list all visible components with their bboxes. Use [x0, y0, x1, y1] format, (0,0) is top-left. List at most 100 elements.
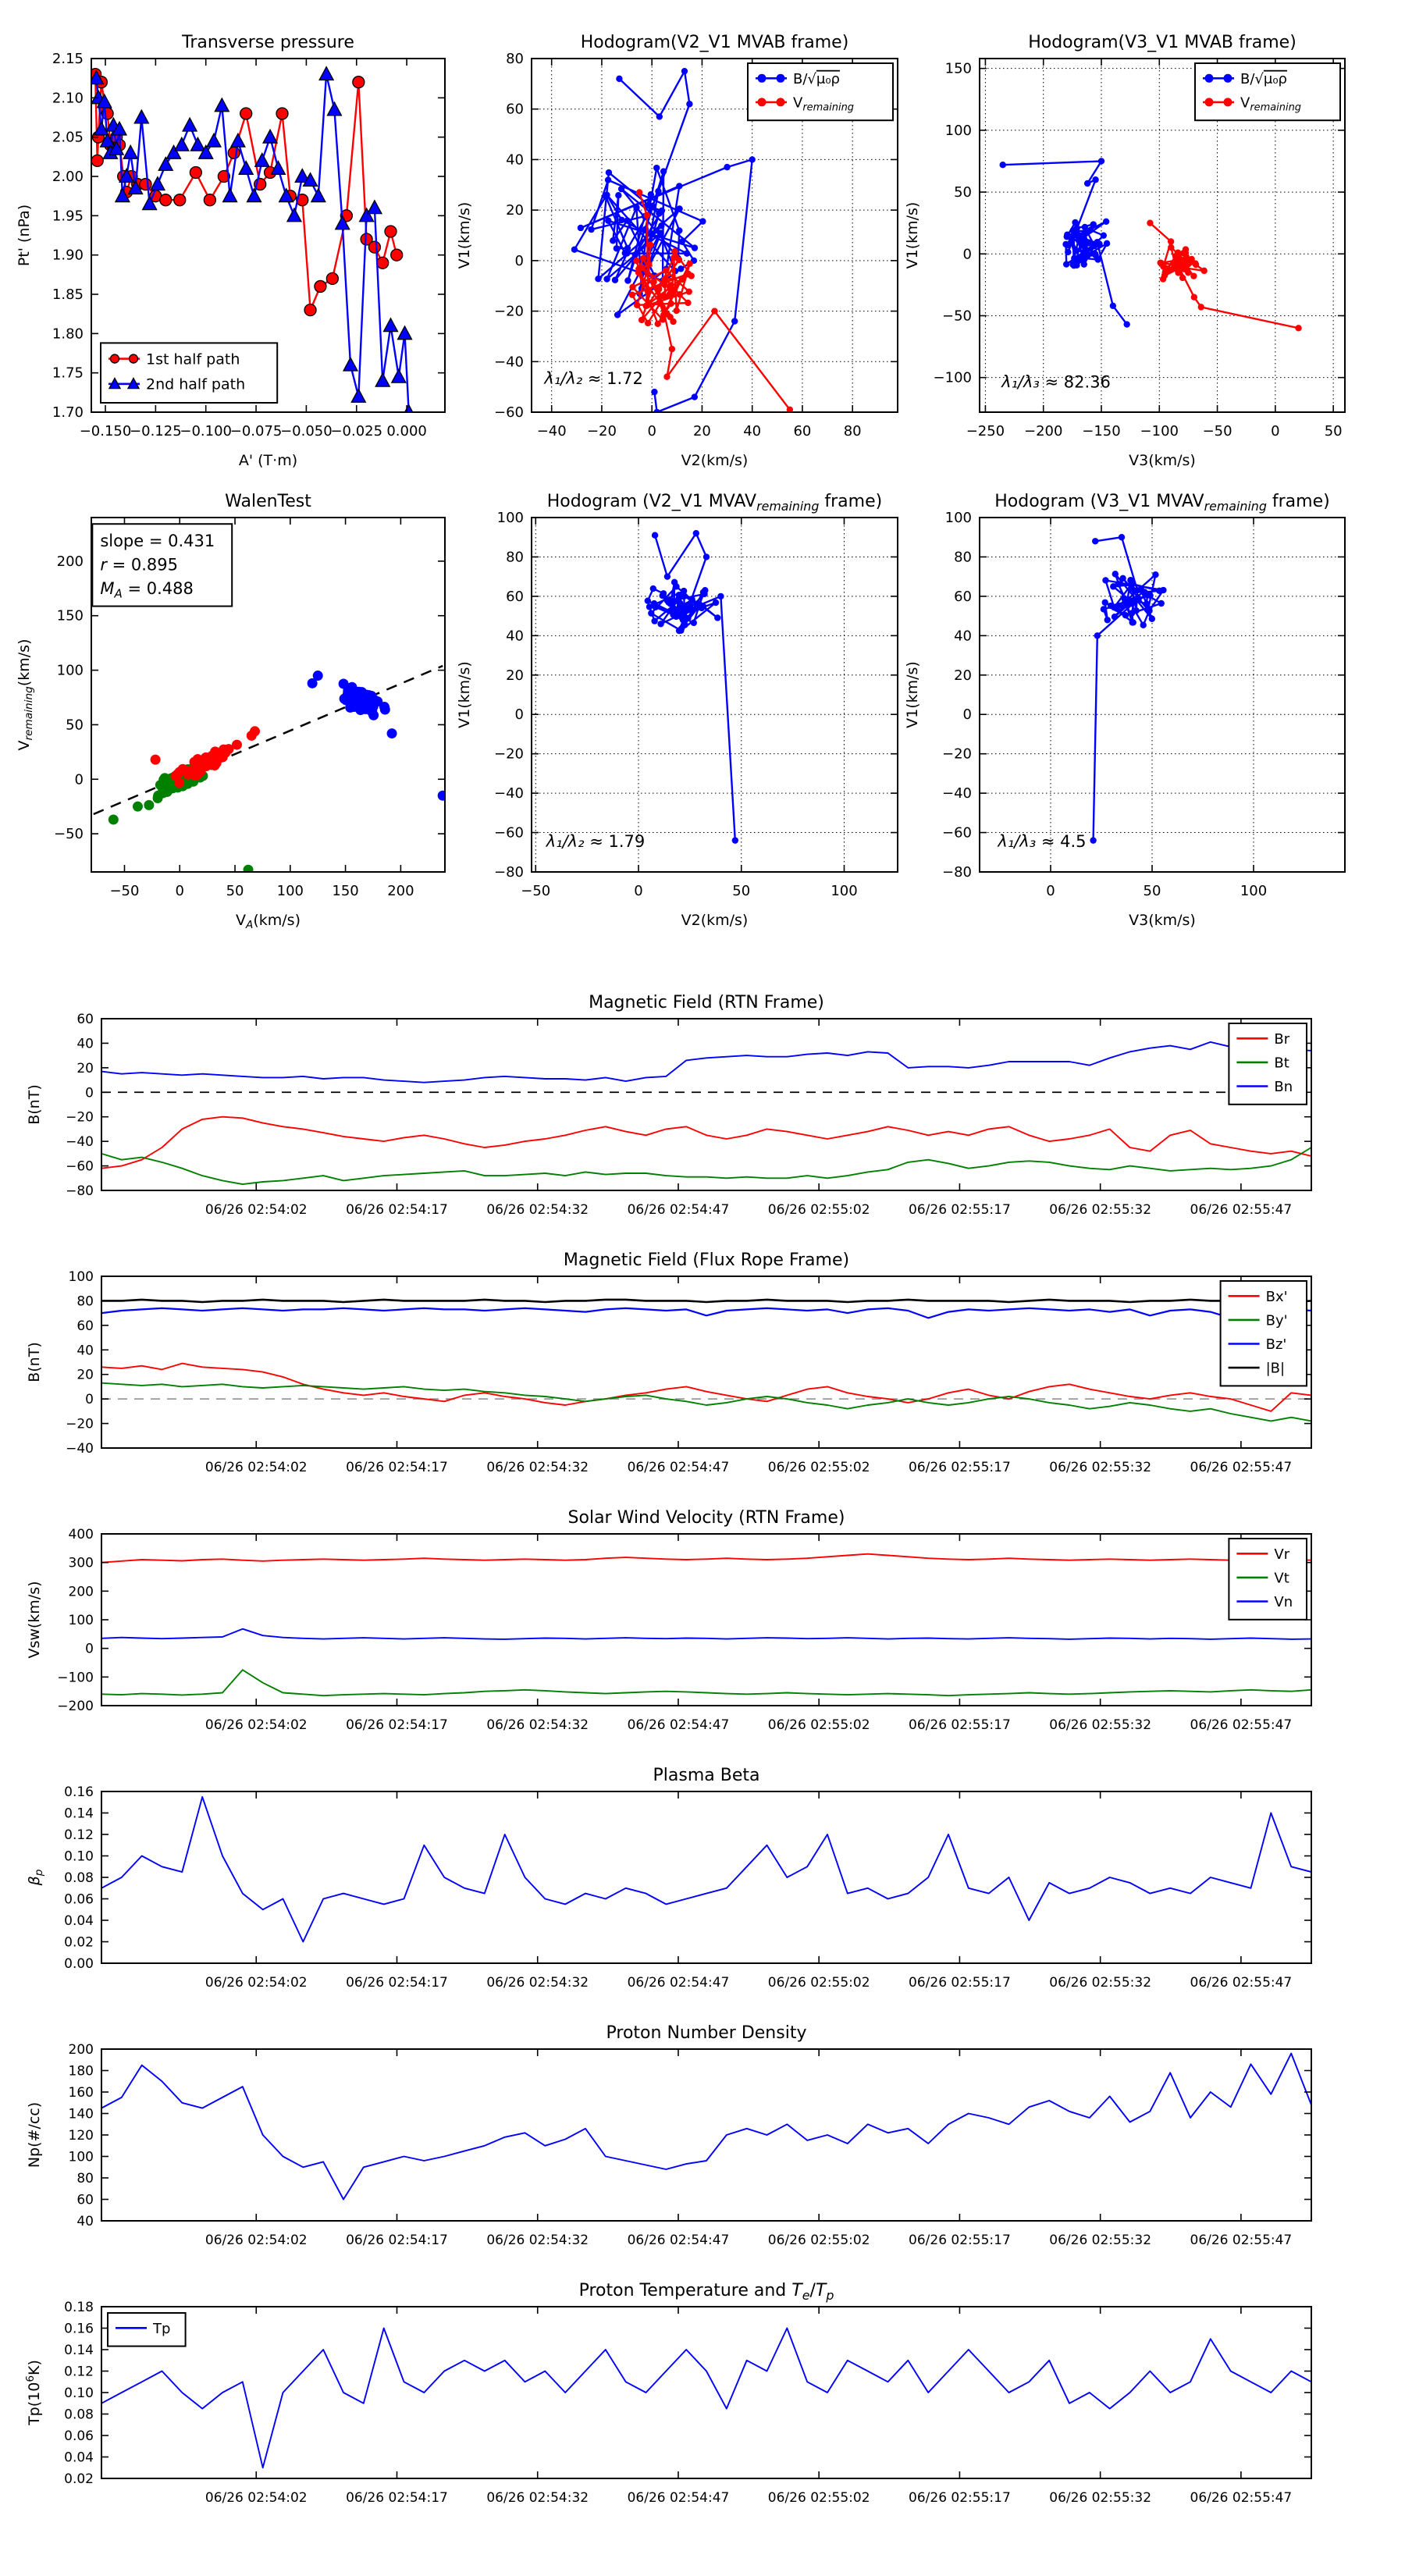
plot-np: 06/26 02:54:02 06/26 02:54:17 06/26 02:54:… [26, 2023, 1312, 2248]
b_fr-ytick-label: 0 [85, 1392, 94, 1407]
hodo_v_v2v1-ytick-label: 0 [515, 706, 524, 723]
beta-xtick-label: 06/26 02:54:47 [628, 1975, 730, 1991]
np-ylabel: Np(#/cc) [26, 2102, 43, 2168]
pt_pressure-ytick-label: 2.00 [52, 169, 84, 185]
marker-dot [647, 191, 655, 198]
marker-dot [638, 264, 646, 272]
hodo_v_v2v1-ytick-label: 20 [506, 667, 524, 684]
marker-dot [646, 603, 653, 610]
legend-label: B/√μ₀ρ [793, 71, 840, 87]
legend-label: Vt [1274, 1570, 1289, 1586]
marker-dot [194, 759, 205, 770]
beta-xtick-label: 06/26 02:54:02 [205, 1975, 308, 1991]
marker-triangle [286, 207, 303, 222]
marker-dot [699, 589, 707, 596]
walen-xlabel: VA(km/s) [236, 912, 301, 931]
b_rtn-ytick-label: −20 [66, 1110, 94, 1126]
marker-dot [1159, 276, 1167, 283]
vsw-ytick-label: 0 [85, 1642, 94, 1657]
marker-dot [1126, 596, 1133, 603]
marker-triangle [133, 109, 150, 124]
hodo_b_v2v1-series-B-alfven [571, 67, 756, 413]
marker-dot [1097, 158, 1105, 165]
marker-triangle [205, 132, 222, 148]
marker-dot [605, 217, 612, 224]
marker-dot [1129, 619, 1136, 626]
marker-dot [667, 282, 674, 289]
marker-dot [656, 300, 663, 307]
walen-ticks: −50 0 50 100 150 200 −50 0 50 100 150 200 [54, 518, 445, 899]
marker-dot [1071, 254, 1078, 262]
tp-xtick-label: 06/26 02:54:02 [205, 2490, 308, 2506]
pt_pressure-ytick-label: 1.80 [52, 326, 84, 342]
marker-circle [139, 177, 152, 191]
legend-label: 1st half path [146, 350, 240, 368]
marker-dot [656, 294, 663, 301]
marker-dot [668, 345, 676, 353]
vsw-xtick-label: 06/26 02:55:47 [1190, 1717, 1293, 1733]
hodo_v_v2v1-ticks: −50 0 50 100 −80 −60 −40 −20 0 20 40 60 80 100 [494, 510, 898, 899]
tp-xtick-label: 06/26 02:55:02 [768, 2490, 870, 2506]
hodo_v_v3v1-xtick-label: 50 [1144, 883, 1161, 899]
b_rtn-xtick-label: 06/26 02:54:47 [628, 1202, 730, 1218]
b_fr-ylabel: B(nT) [26, 1342, 43, 1382]
marker-triangle [111, 120, 128, 136]
marker-dot [731, 837, 739, 844]
hodo_v_v3v1-ytick-label: 60 [954, 589, 972, 605]
marker-dot [685, 299, 692, 307]
pt_pressure-title: Transverse pressure [181, 33, 354, 52]
marker-triangle [326, 101, 343, 116]
plot-hodo_v_v2v1: −50 0 50 100 −80 −60 −40 −20 0 20 40 60 80 100 Hodogra… [456, 492, 898, 929]
pt_pressure-xtick-label: 0.000 [386, 423, 427, 439]
walen-xtick-label: −50 [109, 883, 139, 899]
marker-dot [1070, 262, 1078, 269]
marker-dot [1123, 321, 1130, 328]
hodo_b_v3v1-axes-border [979, 58, 1346, 413]
marker-dot [1103, 240, 1111, 247]
pt_pressure-xtick-label: −0.025 [330, 423, 382, 439]
hodo_v_v3v1-ytick-label: 20 [954, 667, 972, 684]
np-ytick-label: 60 [76, 2193, 94, 2208]
marker-dot [1111, 614, 1119, 621]
marker-dot [1110, 583, 1117, 590]
walen-ytick-label: 0 [75, 771, 84, 788]
marker-dot [691, 244, 699, 251]
hodo_b_v2v1-ytick-label: 60 [506, 101, 524, 118]
marker-dot [1147, 219, 1154, 226]
marker-dot [1091, 251, 1099, 258]
marker-dot [673, 613, 680, 621]
vsw-title: Solar Wind Velocity (RTN Frame) [568, 1508, 845, 1528]
marker-circle [203, 194, 217, 207]
marker-dot [1062, 261, 1070, 268]
marker-triangle [390, 368, 407, 383]
np-xtick-label: 06/26 02:54:32 [486, 2233, 589, 2248]
pt_pressure-xtick-label: −0.050 [280, 423, 333, 439]
np-ytick-label: 200 [69, 2042, 94, 2058]
tp-series [101, 2327, 1312, 2469]
b_rtn-axes-border [101, 1018, 1312, 1191]
legend-label: Vremaining [793, 94, 854, 113]
marker-dot [681, 592, 688, 600]
marker-dot [1090, 837, 1097, 844]
np-series-Np [101, 2052, 1312, 2201]
b_fr-xtick-label: 06/26 02:55:47 [1190, 1460, 1293, 1475]
marker-dot [571, 246, 578, 253]
walen-series-cluster-red [150, 726, 261, 788]
marker-triangle [262, 128, 279, 144]
b_rtn-xtick-label: 06/26 02:55:32 [1049, 1202, 1151, 1218]
marker-dot [678, 627, 685, 634]
b_fr-xtick-label: 06/26 02:55:32 [1049, 1460, 1151, 1475]
plot-walen: −50 0 50 100 150 200 −50 0 50 100 150 200 WalenTest V… [16, 492, 446, 931]
tp-xtick-label: 06/26 02:55:47 [1190, 2490, 1293, 2506]
marker-triangle [334, 215, 350, 230]
marker-dot [678, 276, 686, 283]
vsw-ylabel: Vsw(km/s) [26, 1581, 43, 1658]
marker-dot [676, 183, 683, 190]
hodo_b_v2v1-xtick-label: −40 [537, 423, 567, 439]
marker-dot [153, 790, 164, 801]
marker-dot [676, 227, 683, 234]
b_fr-ytick-label: 100 [69, 1269, 94, 1285]
marker-dot [667, 313, 674, 321]
marker-triangle [96, 93, 112, 109]
marker-dot [358, 696, 369, 707]
